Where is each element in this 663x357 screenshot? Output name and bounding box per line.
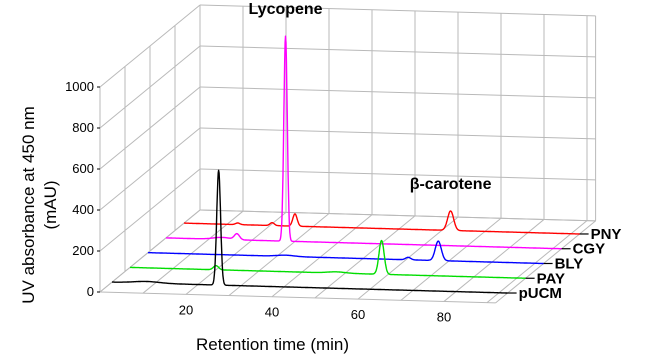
y-axis-title-line2: (mAU) <box>41 180 60 229</box>
y-tick-label: 400 <box>72 202 94 217</box>
chart-traces <box>111 35 580 294</box>
y-tick-label: 600 <box>72 161 94 176</box>
grid-line-floor-depth <box>400 217 502 301</box>
grid-line-back-h <box>199 127 596 140</box>
grid-line-floor-edge <box>199 209 596 222</box>
grid-line-back-h <box>199 168 596 181</box>
grid-line-back-h <box>199 86 596 99</box>
y-tick-label: 800 <box>72 120 94 135</box>
grid-line-floor-edge <box>99 291 496 304</box>
grid-line-floor-depth <box>185 211 287 295</box>
trace-label-pucm: pUCM <box>519 285 562 302</box>
axis-ticks: 0 200 400 600 800 1000 20 40 60 80 <box>65 79 451 324</box>
trace-label-pny: PNY <box>591 226 622 243</box>
trace-label-pay: PAY <box>537 270 565 287</box>
y-tick-label: 200 <box>72 243 94 258</box>
y-tick-label: 0 <box>87 284 94 299</box>
trace-cgy <box>165 35 562 250</box>
trace-pucm <box>111 169 508 294</box>
x-tick-label: 20 <box>179 302 193 317</box>
trace-bly <box>147 240 544 265</box>
trace-pny <box>183 210 580 235</box>
grid-line-back-h <box>199 4 596 17</box>
grid-line-floor-depth <box>357 216 459 300</box>
peak-annotation: Lycopene <box>248 1 322 18</box>
peak-annotation: β-carotene <box>410 176 492 193</box>
grid-line-back-h <box>199 45 596 58</box>
trace-label-cgy: CGY <box>573 241 606 258</box>
x-axis-title: Retention time (min) <box>196 335 349 354</box>
grid-line-floor-depth <box>99 209 201 293</box>
trace-label-bly: BLY <box>555 255 584 272</box>
x-tick-label: 40 <box>265 305 279 320</box>
y-tick-label: 1000 <box>65 79 94 94</box>
x-tick-label: 80 <box>437 309 451 324</box>
trace-pay <box>129 239 526 279</box>
y-axis-title-line1: UV absorbance at 450 nm <box>19 106 38 304</box>
x-tick-label: 60 <box>351 307 365 322</box>
